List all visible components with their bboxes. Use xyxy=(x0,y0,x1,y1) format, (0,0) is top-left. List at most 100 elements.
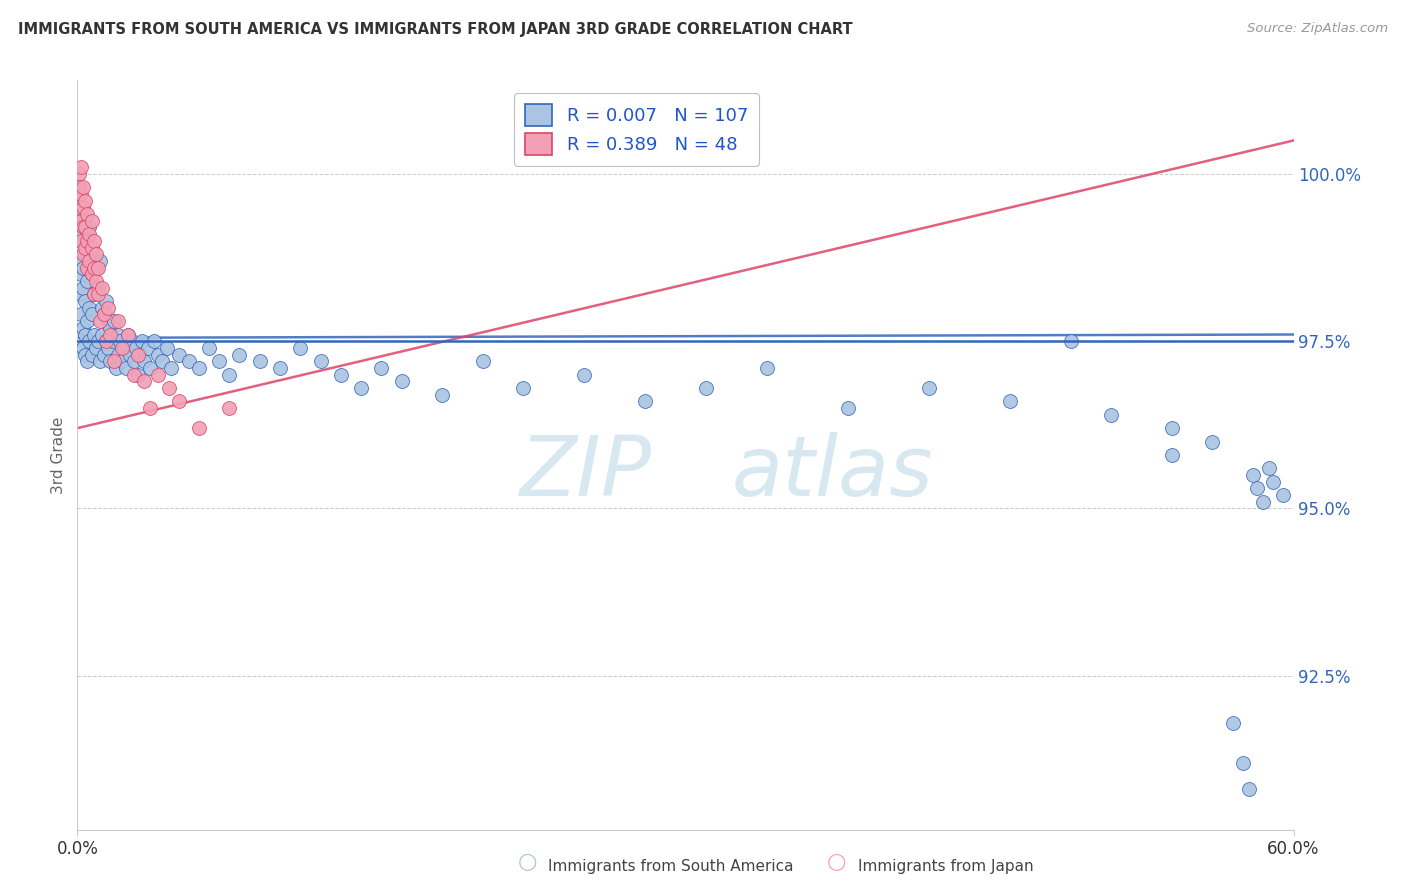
Point xyxy=(75,247,97,261)
Point xyxy=(76,354,98,368)
Point xyxy=(108,334,131,349)
Point xyxy=(1263,475,1285,489)
Point xyxy=(98,321,121,335)
Point xyxy=(695,381,717,395)
Point xyxy=(67,167,90,181)
Point xyxy=(90,327,112,342)
Point xyxy=(309,354,332,368)
Point xyxy=(998,394,1021,409)
Point xyxy=(80,268,103,282)
Point xyxy=(918,381,941,395)
Point xyxy=(370,361,392,376)
Point xyxy=(72,234,94,248)
Point xyxy=(75,294,97,309)
Point xyxy=(218,368,240,382)
Point xyxy=(93,348,115,362)
Point xyxy=(1161,448,1184,462)
Point xyxy=(93,308,115,322)
Point xyxy=(167,394,190,409)
Point xyxy=(80,214,103,228)
Point xyxy=(86,260,108,275)
Point xyxy=(1241,468,1264,483)
Point xyxy=(755,361,778,376)
Point xyxy=(70,287,93,301)
Point xyxy=(350,381,373,395)
Point xyxy=(76,314,98,328)
Point xyxy=(111,341,134,355)
Point xyxy=(198,341,221,355)
Point xyxy=(148,348,170,362)
Point xyxy=(72,201,94,215)
Point xyxy=(134,374,156,388)
Point xyxy=(67,201,90,215)
Point xyxy=(107,348,129,362)
Point xyxy=(1232,756,1254,770)
Point xyxy=(80,268,103,282)
Point xyxy=(208,354,231,368)
Point xyxy=(837,401,859,416)
Y-axis label: 3rd Grade: 3rd Grade xyxy=(51,417,66,493)
Point xyxy=(127,348,149,362)
Point xyxy=(1272,488,1295,502)
Point xyxy=(86,281,108,295)
Point xyxy=(1251,495,1274,509)
Point xyxy=(76,234,98,248)
Text: ○: ○ xyxy=(517,853,537,872)
Text: IMMIGRANTS FROM SOUTH AMERICA VS IMMIGRANTS FROM JAPAN 3RD GRADE CORRELATION CHA: IMMIGRANTS FROM SOUTH AMERICA VS IMMIGRA… xyxy=(18,22,853,37)
Text: ZIP: ZIP xyxy=(520,433,652,513)
Point xyxy=(111,354,134,368)
Point xyxy=(84,260,107,275)
Point xyxy=(70,207,93,221)
Point xyxy=(1246,482,1268,496)
Point xyxy=(107,314,129,328)
Point xyxy=(70,234,93,248)
Point xyxy=(94,334,117,349)
Point xyxy=(79,334,101,349)
Text: ○: ○ xyxy=(827,853,846,872)
Point xyxy=(1099,408,1122,422)
Point xyxy=(79,253,101,268)
Point xyxy=(79,220,101,235)
Point xyxy=(83,234,105,248)
Point xyxy=(79,301,101,315)
Point xyxy=(76,207,98,221)
Point xyxy=(72,260,94,275)
Point xyxy=(1059,334,1081,349)
Point xyxy=(76,274,98,288)
Point xyxy=(228,348,250,362)
Point xyxy=(136,341,159,355)
Point xyxy=(98,327,121,342)
Point xyxy=(1161,421,1184,435)
Point xyxy=(157,381,180,395)
Point xyxy=(269,361,291,376)
Point xyxy=(76,240,98,254)
Point xyxy=(167,348,190,362)
Point xyxy=(67,253,90,268)
Point xyxy=(83,260,105,275)
Point xyxy=(131,334,153,349)
Point xyxy=(97,301,120,315)
Point xyxy=(572,368,595,382)
Point xyxy=(89,354,111,368)
Point xyxy=(70,161,93,175)
Point xyxy=(75,194,97,208)
Point xyxy=(80,240,103,254)
Point xyxy=(177,354,200,368)
Point xyxy=(1201,434,1223,449)
Point xyxy=(129,348,152,362)
Point xyxy=(139,401,162,416)
Point xyxy=(67,227,90,242)
Point xyxy=(103,314,125,328)
Point xyxy=(98,354,121,368)
Point xyxy=(89,314,111,328)
Point xyxy=(86,334,108,349)
Point xyxy=(84,247,107,261)
Point xyxy=(115,361,138,376)
Point xyxy=(112,341,135,355)
Point xyxy=(134,354,156,368)
Point xyxy=(122,354,145,368)
Point xyxy=(70,308,93,322)
Point xyxy=(471,354,494,368)
Point xyxy=(75,348,97,362)
Point xyxy=(76,260,98,275)
